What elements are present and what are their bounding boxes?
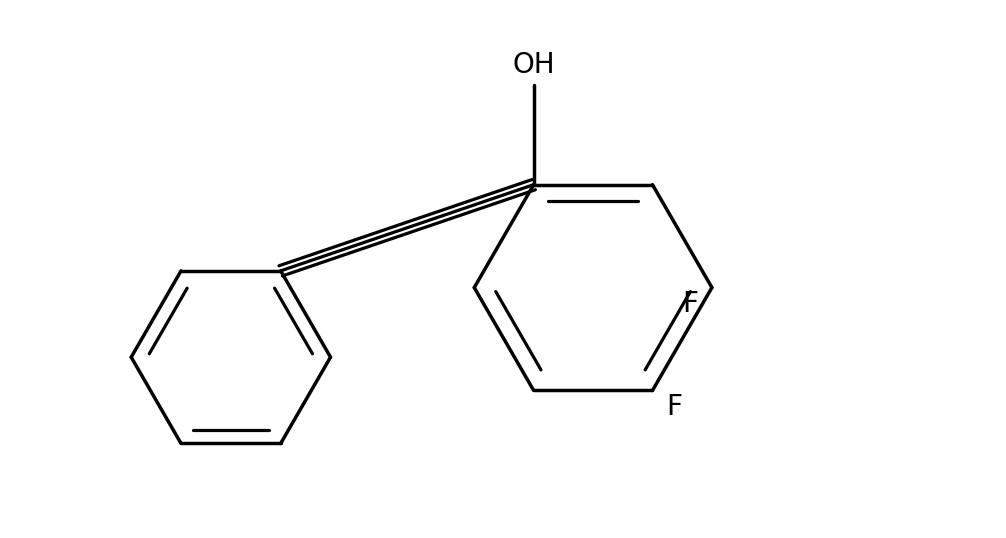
Text: OH: OH <box>512 51 555 79</box>
Text: F: F <box>666 393 682 421</box>
Text: F: F <box>682 291 698 318</box>
